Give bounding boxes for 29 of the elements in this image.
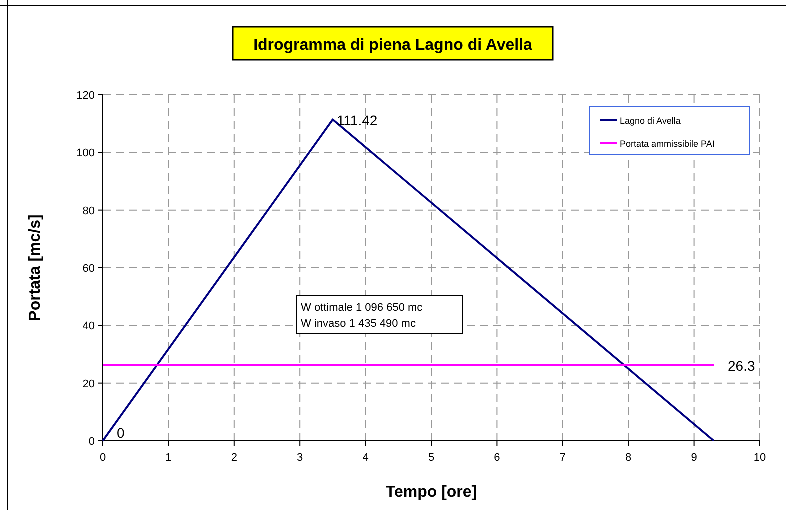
annotation: W ottimale 1 096 650 mc [301, 302, 424, 314]
x-tick-label: 4 [362, 452, 369, 464]
x-tick-label: 0 [100, 452, 106, 464]
y-tick-label: 100 [76, 148, 95, 160]
x-tick-label: 1 [166, 452, 172, 464]
y-tick-label: 120 [76, 90, 95, 102]
y-tick-label: 40 [82, 320, 95, 333]
data-label: 111.42 [336, 112, 378, 129]
data-label: 26.3 [728, 358, 756, 374]
x-axis-title: Tempo [ore] [386, 484, 478, 501]
y-axis-title: Portata [mc/s] [27, 214, 44, 322]
annotation: W invaso 1 435 490 mc [301, 318, 416, 330]
x-tick-label: 7 [560, 452, 566, 464]
y-tick-label: 20 [82, 378, 95, 390]
legend-label: Lagno di Avella [620, 116, 681, 126]
x-tick-label: 6 [494, 452, 500, 464]
y-tick-label: 0 [88, 436, 95, 448]
x-tick-label: 8 [626, 452, 632, 464]
x-tick-label: 3 [297, 452, 304, 464]
y-tick-label: 80 [82, 205, 95, 218]
x-tick-label: 5 [428, 452, 435, 464]
chart-title: Idrogramma di piena Lagno di Avella [254, 37, 533, 54]
data-label: 0 [117, 425, 125, 441]
x-tick-label: 2 [231, 452, 238, 464]
text-box: W ottimale 1 096 650 mc W invaso 1 435 490 mc [296, 296, 464, 334]
y-tick-label: 60 [82, 263, 95, 275]
x-tick-label: 9 [691, 452, 698, 464]
x-tick-label: 10 [754, 452, 766, 464]
legend-label: Portata ammissibile PAI [620, 139, 715, 149]
